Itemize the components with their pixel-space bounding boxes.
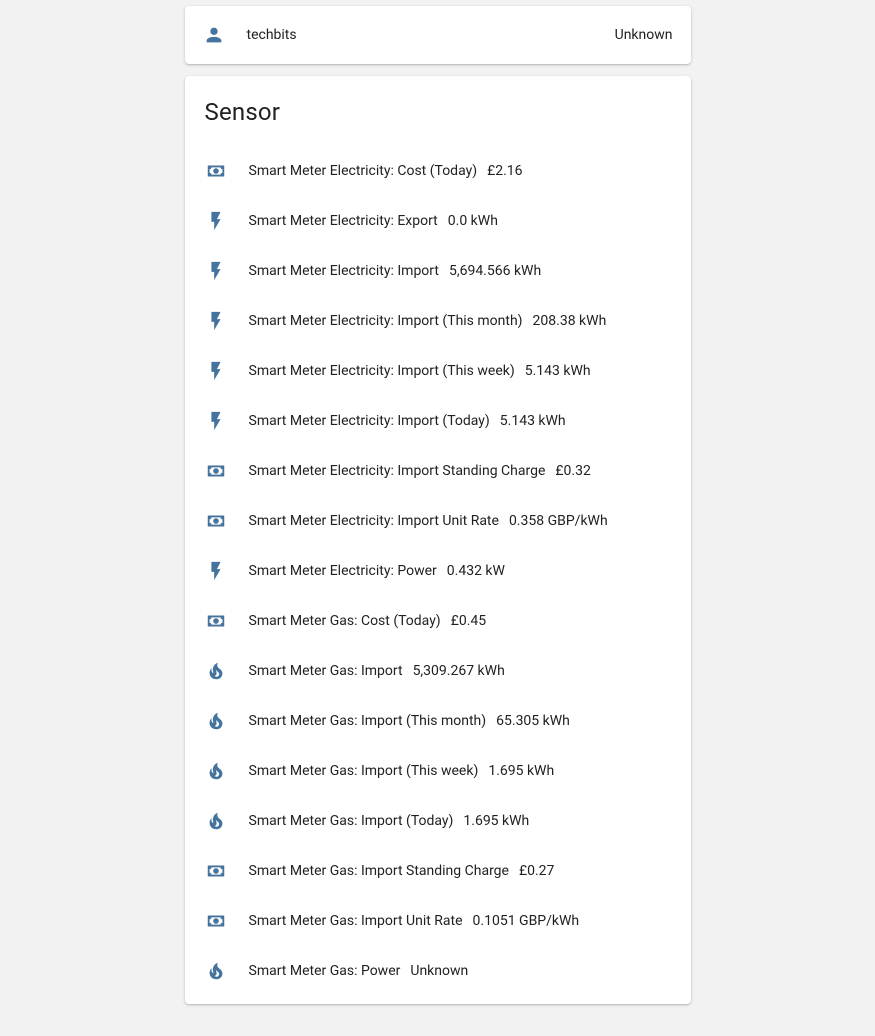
sensor-label: Smart Meter Gas: Import xyxy=(249,663,403,679)
sensor-label: Smart Meter Gas: Import (This week) xyxy=(249,763,479,779)
sensor-value: 5,694.566 kWh xyxy=(439,263,541,279)
sensor-row[interactable]: Smart Meter Electricity: Import Standing… xyxy=(205,446,671,496)
sensor-list: Smart Meter Electricity: Cost (Today)£2.… xyxy=(205,146,671,996)
cash-icon xyxy=(205,510,249,532)
sensor-row[interactable]: Smart Meter Electricity: Import (This we… xyxy=(205,346,671,396)
sensor-value: 1.695 kWh xyxy=(478,763,554,779)
sensor-label: Smart Meter Electricity: Import Standing… xyxy=(249,463,546,479)
user-status: Unknown xyxy=(615,27,673,43)
sensor-value: £0.32 xyxy=(545,463,590,479)
sensor-label: Smart Meter Electricity: Import (Today) xyxy=(249,413,490,429)
flash-icon xyxy=(205,560,249,582)
fire-icon xyxy=(205,960,249,982)
cash-icon xyxy=(205,160,249,182)
sensor-label: Smart Meter Electricity: Import (This we… xyxy=(249,363,515,379)
fire-icon xyxy=(205,660,249,682)
sensor-row[interactable]: Smart Meter Gas: Import (This month)65.3… xyxy=(205,696,671,746)
sensor-value: 208.38 kWh xyxy=(523,313,607,329)
sensor-card: Sensor Smart Meter Electricity: Cost (To… xyxy=(185,76,691,1004)
sensor-value: £2.16 xyxy=(477,163,522,179)
sensor-value: 65.305 kWh xyxy=(486,713,570,729)
sensor-row[interactable]: Smart Meter Gas: PowerUnknown xyxy=(205,946,671,996)
person-icon xyxy=(203,24,247,46)
sensor-value: 5.143 kWh xyxy=(515,363,591,379)
sensor-row[interactable]: Smart Meter Electricity: Cost (Today)£2.… xyxy=(205,146,671,196)
sensor-label: Smart Meter Gas: Import (Today) xyxy=(249,813,454,829)
flash-icon xyxy=(205,260,249,282)
fire-icon xyxy=(205,760,249,782)
user-card[interactable]: techbits Unknown xyxy=(185,6,691,64)
sensor-label: Smart Meter Gas: Cost (Today) xyxy=(249,613,441,629)
sensor-card-title: Sensor xyxy=(205,98,671,126)
flash-icon xyxy=(205,310,249,332)
user-name: techbits xyxy=(247,27,615,43)
sensor-value: 0.0 kWh xyxy=(438,213,498,229)
sensor-row[interactable]: Smart Meter Gas: Import Unit Rate0.1051 … xyxy=(205,896,671,946)
sensor-row[interactable]: Smart Meter Gas: Import (This week)1.695… xyxy=(205,746,671,796)
fire-icon xyxy=(205,710,249,732)
page-root: techbits Unknown Sensor Smart Meter Elec… xyxy=(0,0,875,1036)
sensor-row[interactable]: Smart Meter Gas: Import (Today)1.695 kWh xyxy=(205,796,671,846)
sensor-label: Smart Meter Electricity: Import xyxy=(249,263,439,279)
cash-icon xyxy=(205,860,249,882)
cash-icon xyxy=(205,910,249,932)
flash-icon xyxy=(205,210,249,232)
sensor-value: 0.358 GBP/kWh xyxy=(499,513,608,529)
sensor-label: Smart Meter Gas: Power xyxy=(249,963,401,979)
sensor-label: Smart Meter Electricity: Cost (Today) xyxy=(249,163,478,179)
sensor-row[interactable]: Smart Meter Gas: Import5,309.267 kWh xyxy=(205,646,671,696)
flash-icon xyxy=(205,410,249,432)
cash-icon xyxy=(205,610,249,632)
sensor-value: £0.27 xyxy=(509,863,554,879)
sensor-value: £0.45 xyxy=(441,613,486,629)
sensor-row[interactable]: Smart Meter Gas: Cost (Today)£0.45 xyxy=(205,596,671,646)
sensor-row[interactable]: Smart Meter Electricity: Import (This mo… xyxy=(205,296,671,346)
sensor-row[interactable]: Smart Meter Electricity: Export0.0 kWh xyxy=(205,196,671,246)
sensor-label: Smart Meter Electricity: Export xyxy=(249,213,438,229)
sensor-value: 1.695 kWh xyxy=(453,813,529,829)
sensor-label: Smart Meter Electricity: Import Unit Rat… xyxy=(249,513,499,529)
user-row: techbits Unknown xyxy=(203,24,673,46)
flash-icon xyxy=(205,360,249,382)
sensor-row[interactable]: Smart Meter Electricity: Import (Today)5… xyxy=(205,396,671,446)
sensor-label: Smart Meter Gas: Import Standing Charge xyxy=(249,863,509,879)
sensor-row[interactable]: Smart Meter Electricity: Import Unit Rat… xyxy=(205,496,671,546)
sensor-value: 5.143 kWh xyxy=(490,413,566,429)
cash-icon xyxy=(205,460,249,482)
sensor-label: Smart Meter Gas: Import (This month) xyxy=(249,713,487,729)
sensor-row[interactable]: Smart Meter Gas: Import Standing Charge£… xyxy=(205,846,671,896)
sensor-row[interactable]: Smart Meter Electricity: Power0.432 kW xyxy=(205,546,671,596)
sensor-value: 0.432 kW xyxy=(437,563,505,579)
sensor-label: Smart Meter Electricity: Power xyxy=(249,563,437,579)
sensor-label: Smart Meter Gas: Import Unit Rate xyxy=(249,913,463,929)
fire-icon xyxy=(205,810,249,832)
sensor-label: Smart Meter Electricity: Import (This mo… xyxy=(249,313,523,329)
sensor-row[interactable]: Smart Meter Electricity: Import5,694.566… xyxy=(205,246,671,296)
sensor-value: Unknown xyxy=(400,963,468,979)
sensor-value: 0.1051 GBP/kWh xyxy=(463,913,580,929)
sensor-value: 5,309.267 kWh xyxy=(403,663,505,679)
